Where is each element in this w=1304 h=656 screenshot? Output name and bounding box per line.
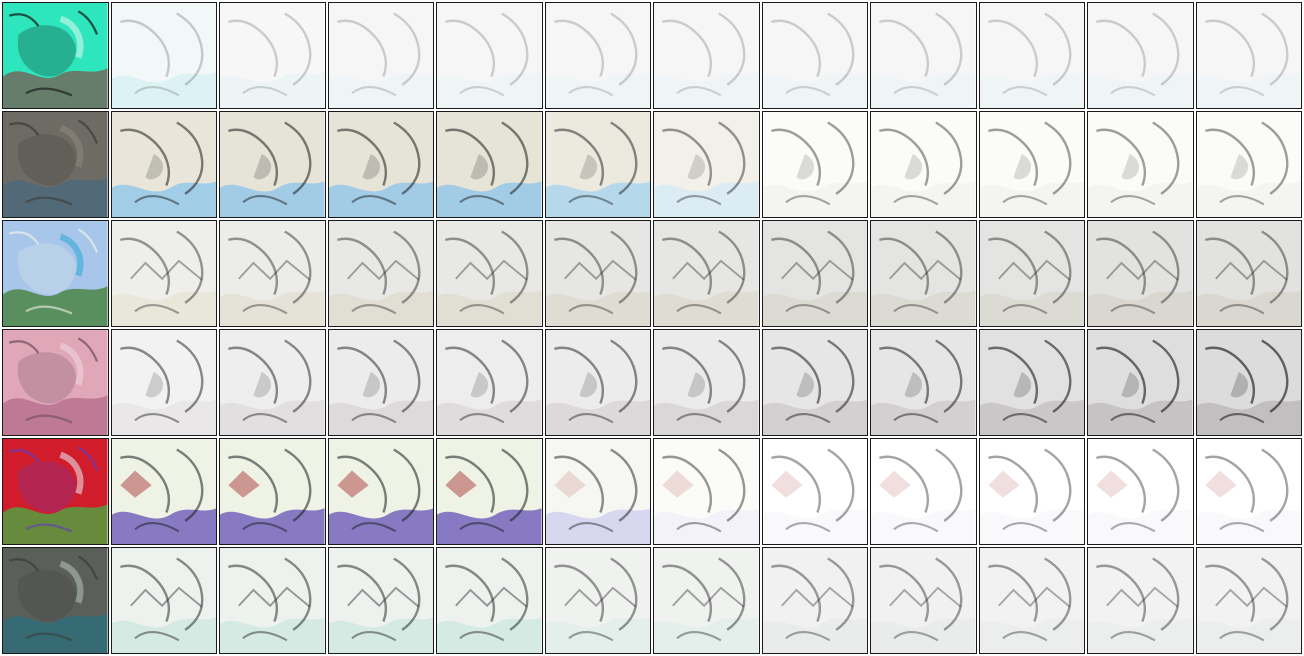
stylized-image xyxy=(761,2,868,109)
stylized-image xyxy=(870,111,977,218)
stylized-image xyxy=(761,438,868,545)
stylized-image xyxy=(1195,220,1302,327)
stylized-image xyxy=(1087,547,1194,654)
stylized-image xyxy=(219,329,326,436)
stylized-image xyxy=(870,329,977,436)
stylized-image xyxy=(327,220,434,327)
stylized-image xyxy=(110,547,217,654)
stylized-image xyxy=(761,111,868,218)
stylized-image xyxy=(327,329,434,436)
stylized-image xyxy=(436,111,543,218)
source-image xyxy=(2,438,109,545)
source-image xyxy=(2,220,109,327)
stylized-image xyxy=(327,438,434,545)
stylized-image xyxy=(653,111,760,218)
stylized-image xyxy=(110,438,217,545)
stylized-image xyxy=(110,111,217,218)
stylized-image xyxy=(978,438,1085,545)
stylized-image xyxy=(978,2,1085,109)
stylized-image xyxy=(653,547,760,654)
stylized-image xyxy=(327,111,434,218)
stylized-image xyxy=(978,111,1085,218)
stylized-image xyxy=(219,220,326,327)
stylized-image xyxy=(110,220,217,327)
stylized-image xyxy=(327,547,434,654)
stylized-image xyxy=(653,2,760,109)
stylized-image xyxy=(653,329,760,436)
stylized-image xyxy=(219,438,326,545)
stylized-image xyxy=(1195,329,1302,436)
stylized-image xyxy=(870,547,977,654)
stylized-image xyxy=(436,2,543,109)
stylized-image xyxy=(327,2,434,109)
stylized-image xyxy=(1087,329,1194,436)
stylized-image xyxy=(219,2,326,109)
stylized-image xyxy=(978,329,1085,436)
stylized-image xyxy=(653,220,760,327)
stylized-image xyxy=(761,547,868,654)
stylized-image xyxy=(1195,111,1302,218)
stylized-image xyxy=(1087,220,1194,327)
source-image xyxy=(2,2,109,109)
stylized-image xyxy=(544,438,651,545)
stylized-image xyxy=(1195,2,1302,109)
stylized-image xyxy=(653,438,760,545)
stylized-image xyxy=(1195,438,1302,545)
source-image xyxy=(2,547,109,654)
stylized-image xyxy=(436,438,543,545)
stylized-image xyxy=(978,220,1085,327)
stylized-image xyxy=(870,220,977,327)
stylized-image xyxy=(544,111,651,218)
stylized-image xyxy=(544,547,651,654)
stylized-image xyxy=(110,2,217,109)
stylized-image xyxy=(110,329,217,436)
stylized-image xyxy=(219,547,326,654)
stylized-image xyxy=(436,547,543,654)
stylized-image xyxy=(1087,438,1194,545)
stylized-image xyxy=(436,329,543,436)
stylized-image xyxy=(544,329,651,436)
stylized-image xyxy=(219,111,326,218)
stylized-image xyxy=(978,547,1085,654)
stylized-image xyxy=(1087,2,1194,109)
stylized-image xyxy=(761,220,868,327)
stylized-image xyxy=(1195,547,1302,654)
stylized-image xyxy=(1087,111,1194,218)
stylized-image xyxy=(544,2,651,109)
stylized-image xyxy=(761,329,868,436)
stylized-image xyxy=(870,438,977,545)
stylized-image xyxy=(544,220,651,327)
source-image xyxy=(2,111,109,218)
stylized-image xyxy=(436,220,543,327)
stylized-image xyxy=(870,2,977,109)
source-image xyxy=(2,329,109,436)
